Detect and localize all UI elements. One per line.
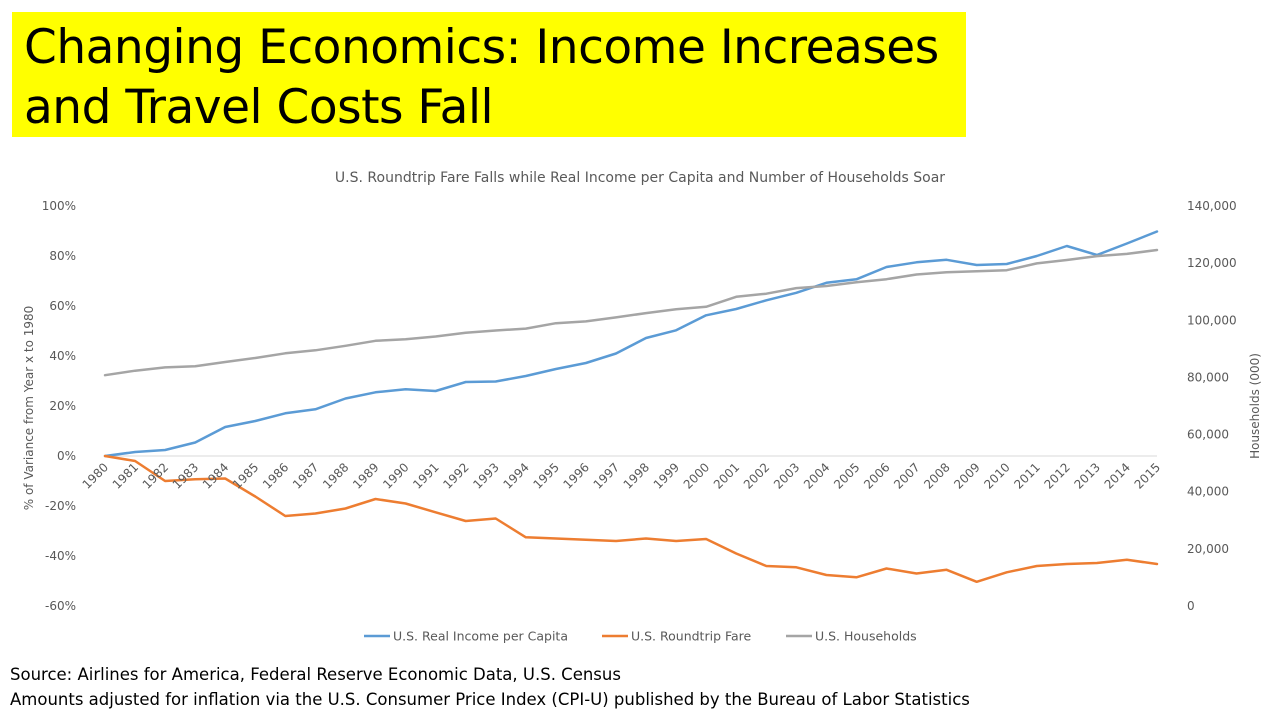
series-line-u-s-households (103, 248, 1159, 377)
x-tick-label: 1996 (561, 460, 592, 491)
x-tick-label: 2009 (951, 460, 982, 491)
x-tick-label: 1984 (200, 460, 231, 491)
x-tick-label: 2013 (1072, 460, 1103, 491)
x-tick-label: 2004 (801, 460, 832, 491)
legend-label: U.S. Real Income per Capita (393, 629, 568, 644)
x-tick-label: 1988 (320, 460, 351, 491)
x-tick-label: 2008 (921, 460, 952, 491)
chart-title: U.S. Roundtrip Fare Falls while Real Inc… (335, 170, 945, 186)
x-tick-label: 2011 (1011, 460, 1042, 491)
legend: U.S. Real Income per Capita U.S. Roundtri… (364, 629, 917, 644)
x-tick-label: 1995 (530, 460, 561, 491)
x-tick-label: 1997 (591, 460, 622, 491)
x-tick-label: 2010 (981, 460, 1012, 491)
x-tick-label: 2007 (891, 460, 922, 491)
left-axis-label: % of Variance from Year x to 1980 (22, 306, 36, 511)
left-tick-label: -60% (45, 599, 76, 613)
inflation-note: Amounts adjusted for inflation via the U… (10, 690, 970, 709)
x-tick-label: 1998 (621, 460, 652, 491)
slide-title-line-1: Changing Economics: Income Increases (24, 20, 939, 75)
right-axis-label: Households (000) (1248, 353, 1262, 459)
left-tick-label: 0% (57, 449, 76, 463)
x-tick-label: 2000 (681, 460, 712, 491)
x-tick-label: 1986 (260, 460, 291, 491)
right-axis-ticks: 140,000 120,000 100,000 80,000 60,000 40,000 2… (1187, 199, 1237, 613)
x-axis-ticks: 1980198119821983198419851986198719881989… (80, 460, 1163, 491)
right-tick-label: 140,000 (1187, 199, 1237, 213)
x-tick-label: 2006 (861, 460, 892, 491)
x-tick-label: 2001 (711, 460, 742, 491)
slide-title-line-2: and Travel Costs Fall (24, 80, 494, 135)
x-tick-label: 1999 (651, 460, 682, 491)
right-tick-label: 0 (1187, 599, 1195, 613)
x-tick-label: 1994 (500, 460, 531, 491)
x-tick-label: 1991 (410, 460, 441, 491)
source-note: Source: Airlines for America, Federal Re… (10, 665, 621, 684)
left-tick-label: 20% (49, 399, 76, 413)
right-tick-label: 100,000 (1187, 313, 1237, 327)
right-tick-label: 40,000 (1187, 485, 1229, 499)
left-tick-label: 60% (49, 299, 76, 313)
x-tick-label: 2015 (1132, 460, 1163, 491)
series-lines (103, 230, 1159, 584)
x-tick-label: 1982 (140, 460, 171, 491)
right-tick-label: 60,000 (1187, 428, 1229, 442)
x-tick-label: 2002 (741, 460, 772, 491)
x-tick-label: 2003 (771, 460, 802, 491)
x-tick-label: 1989 (350, 460, 381, 491)
left-tick-label: -20% (45, 499, 76, 513)
series-line-u-s-roundtrip-fare (103, 454, 1159, 584)
x-tick-label: 1983 (170, 460, 201, 491)
right-tick-label: 120,000 (1187, 256, 1237, 270)
left-tick-label: 100% (42, 199, 76, 213)
x-tick-label: 2012 (1041, 460, 1072, 491)
legend-label: U.S. Households (815, 629, 917, 644)
line-chart: U.S. Roundtrip Fare Falls while Real Inc… (22, 170, 1262, 644)
series-line-u-s-real-income-per-capita (103, 230, 1159, 458)
x-tick-label: 1992 (440, 460, 471, 491)
x-tick-label: 1985 (230, 460, 261, 491)
left-tick-label: -40% (45, 549, 76, 563)
left-axis-ticks: 100% 80% 60% 40% 20% 0% -20% -40% -60% (42, 199, 76, 613)
x-tick-label: 1987 (290, 460, 321, 491)
x-tick-label: 1993 (470, 460, 501, 491)
left-tick-label: 40% (49, 349, 76, 363)
title-banner: Changing Economics: Income Increases and… (12, 12, 966, 137)
x-tick-label: 1990 (380, 460, 411, 491)
legend-label: U.S. Roundtrip Fare (631, 629, 752, 644)
right-tick-label: 20,000 (1187, 542, 1229, 556)
x-tick-label: 2014 (1102, 460, 1133, 491)
left-tick-label: 80% (49, 249, 76, 263)
x-tick-label: 1980 (80, 460, 111, 491)
x-tick-label: 2005 (831, 460, 862, 491)
x-tick-label: 1981 (110, 460, 141, 491)
right-tick-label: 80,000 (1187, 370, 1229, 384)
